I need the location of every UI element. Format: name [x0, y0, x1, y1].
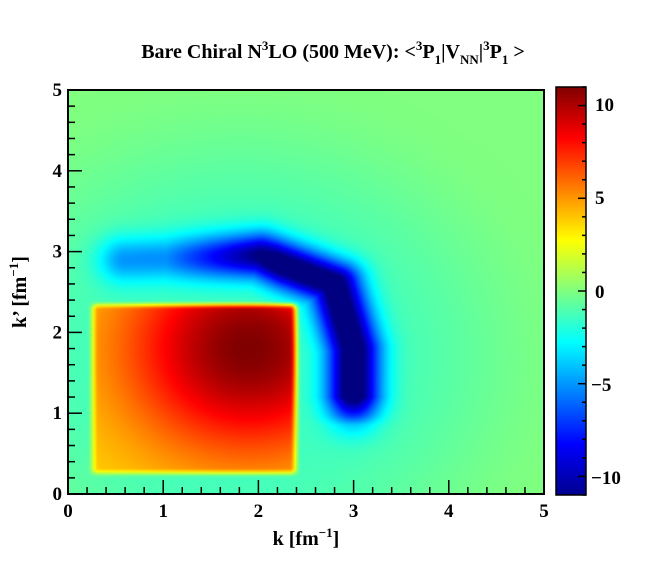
- colorbar-tick-labels: 10 5 0 −5 −10: [591, 95, 621, 489]
- plot-frame: [67, 89, 545, 495]
- y-tick-label: 2: [53, 322, 63, 343]
- x-tick-label: 2: [254, 501, 264, 522]
- x-axis-tick-labels: 0 1 2 3 4 5: [63, 501, 549, 522]
- y-axis-tick-labels: 0 1 2 3 4 5: [53, 80, 63, 505]
- x-tick-label: 3: [349, 501, 359, 522]
- y-tick-label: 4: [53, 161, 63, 182]
- y-axis-label: k’ [fm−1]: [6, 256, 31, 328]
- x-tick-label: 1: [158, 501, 168, 522]
- heatmap-image: [68, 90, 544, 494]
- colorbar-tick-label: −5: [591, 375, 611, 396]
- x-tick-label: 0: [63, 501, 73, 522]
- y-tick-label: 5: [53, 80, 63, 101]
- x-tick-label: 5: [539, 501, 549, 522]
- x-tick-label: 4: [444, 501, 454, 522]
- x-axis-label: k [fm−1]: [273, 525, 340, 550]
- colorbar-tick-label: 10: [595, 95, 614, 116]
- colorbar-tick-label: −10: [591, 468, 621, 489]
- colorbar-tick-label: 0: [595, 282, 605, 303]
- y-axis-ticks: [68, 89, 82, 495]
- chart-title: Bare Chiral N3LO (500 MeV): <3P1|VNN|3P1…: [141, 38, 525, 67]
- heatmap-surface: [68, 90, 544, 494]
- colorbar-tick-label: 5: [595, 188, 605, 209]
- y-tick-label: 1: [53, 403, 63, 424]
- colorbar-ticks: [578, 86, 586, 496]
- x-axis-ticks: [67, 480, 545, 494]
- y-tick-label: 3: [53, 242, 63, 263]
- y-tick-label: 0: [53, 484, 63, 505]
